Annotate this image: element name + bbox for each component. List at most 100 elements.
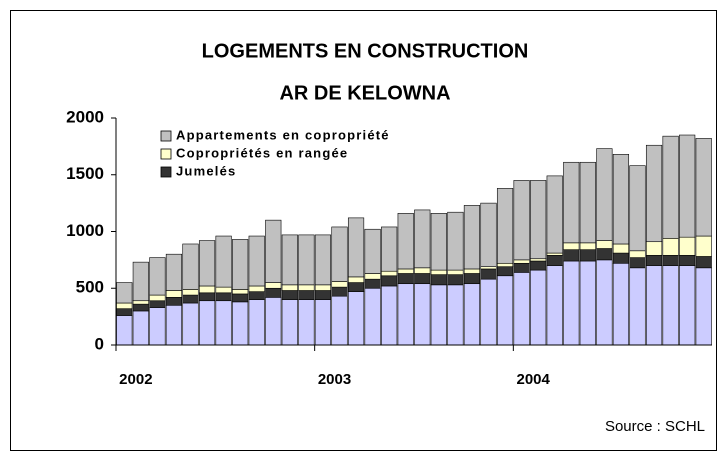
bar-segment [563,161,580,244]
source-note: Source : SCHL [605,418,705,435]
bar-segment [463,268,481,274]
chart-title: AR DE KELOWNA [279,82,450,104]
bar-segment [480,266,497,270]
bar-segment [579,249,596,262]
bar-segment [364,228,381,274]
bar-segment [298,284,315,291]
bar-segment [530,258,547,262]
bar-segment [645,265,663,346]
bar-segment [546,265,563,346]
bar-segment [232,301,249,346]
bar-segment [513,259,530,264]
bar-segment [116,302,133,309]
bar-segment [430,274,447,286]
bar-segment [612,252,630,264]
bar-segment [612,262,630,346]
bar-segment [662,135,679,239]
bar-segment [596,148,613,241]
bar-segment [265,297,282,346]
bar-segment [215,300,232,346]
bar-segment [397,268,414,274]
bar-segment [132,261,149,302]
bar-segment [198,300,216,346]
bar-segment [215,235,232,288]
bar-segment [347,217,365,278]
bar-segment [265,287,282,298]
bar-segment [496,188,514,264]
bar-segment [182,302,199,346]
bar-segment [679,134,696,238]
bar-segment [612,154,630,245]
bar-segment [265,282,282,289]
bar-segment [629,250,646,258]
bar-segment [596,259,613,346]
bar-segment [165,253,183,291]
bar-segment [298,290,315,300]
bar-segment [215,286,232,294]
bar-segment [629,257,646,269]
bar-segment [463,283,481,346]
bar-segment [149,257,166,296]
bar-segment [132,303,149,312]
bar-segment [513,180,530,261]
bar-segment [381,226,398,272]
bar-segment [447,269,464,275]
bar-segment [414,267,431,274]
legend-label: Copropriétés en rangée [176,145,348,160]
bar-segment [414,273,431,285]
bar-segment [281,284,298,291]
bar-segment [546,255,563,266]
bar-segment [116,315,133,346]
bar-segment [695,267,712,346]
bar-segment [397,213,414,270]
bar-segment [381,285,398,346]
bar-segment [695,138,712,237]
bar-segment [132,300,149,305]
bar-segment [530,260,547,271]
bar-segment [198,240,216,287]
y-tick-label: 500 [76,278,104,297]
bar-segment [563,249,580,262]
x-tick-label: 2003 [318,371,351,388]
bar-segment [347,282,365,292]
bar-segment [132,310,149,346]
bar-segment [679,236,696,256]
bar-segment [314,234,332,286]
bar-segment [447,274,464,286]
bar-segment [430,269,447,275]
bar-segment [248,285,265,292]
bar-segment [480,268,497,280]
bar-segment [496,262,514,267]
bar-segment [165,304,183,346]
bar-segment [596,248,613,261]
bar-segment [463,205,481,270]
bar-segment [149,300,166,308]
bar-segment [679,255,696,266]
bar-segment [298,234,315,286]
bar-segment [314,299,332,346]
bar-segment [198,285,216,294]
bar-segment [331,286,348,297]
bar-segment [563,242,580,250]
bar-segment [281,234,298,286]
bar-segment [679,265,696,346]
bar-segment [596,240,613,249]
bar-segment [347,291,365,346]
bar-segment [513,262,530,273]
legend-swatch [160,166,172,178]
bar-segment [198,292,216,302]
bar-segment [314,284,332,291]
bar-segment [215,292,232,302]
y-tick-label: 0 [95,334,104,353]
bar-segment [496,266,514,277]
bar-segment [232,293,249,303]
bar-segment [248,291,265,300]
bar-segment [381,270,398,277]
bar-segment [149,307,166,346]
bar-segment [165,290,183,298]
bar-segment [579,242,596,250]
bar-segment [447,284,464,346]
bar-segment [629,267,646,346]
bar-segment [314,290,332,300]
bar-segment [530,269,547,346]
